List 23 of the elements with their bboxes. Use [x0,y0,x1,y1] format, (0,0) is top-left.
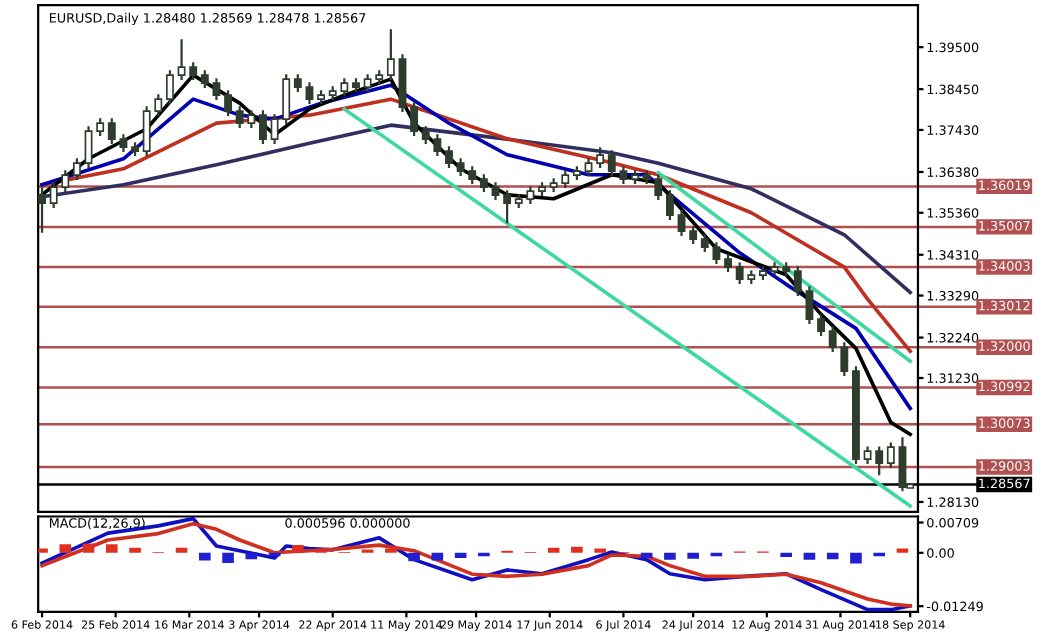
candlestick [596,146,605,170]
candlestick [259,109,267,146]
candlestick [84,125,93,170]
candlestick [386,28,395,82]
candlestick [898,436,907,493]
line-series [40,123,913,295]
candlestick [805,285,814,326]
candlestick [166,69,174,106]
candlestick [665,189,674,222]
candlestick [224,89,233,118]
candlestick [886,441,895,470]
candlestick [817,313,826,338]
candlestick [305,81,314,106]
candlestick [177,38,186,82]
candlestick [72,157,81,182]
candlestick [503,189,512,225]
candlestick [212,77,221,102]
candlestick [410,101,419,138]
line-series [40,97,913,353]
candlestick [677,209,686,238]
candlestick [38,186,46,234]
candlestick [793,265,802,298]
candlestick [445,145,453,170]
